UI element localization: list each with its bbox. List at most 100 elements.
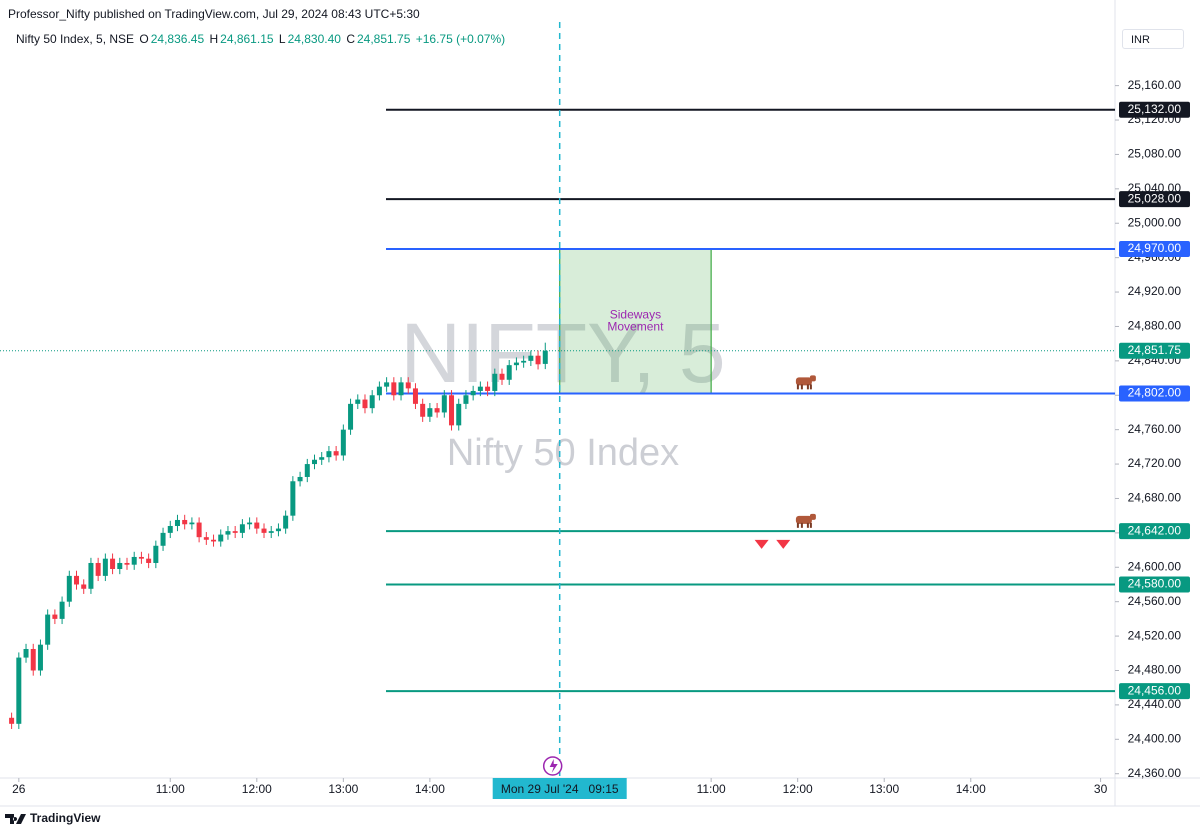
cow-leg (809, 522, 812, 528)
candle-body (131, 556, 137, 565)
x-tick-label: 26 (12, 782, 26, 796)
candle-body (146, 558, 152, 563)
y-tick-label: 24,520.00 (1128, 628, 1182, 642)
level-label: 25,132.00 (1128, 102, 1182, 116)
candle-body (355, 399, 361, 404)
candle-body (319, 457, 325, 460)
candle-body (412, 388, 418, 404)
cow-marker (795, 513, 816, 528)
x-tick-label: 12:00 (242, 782, 272, 796)
candle-body (449, 395, 455, 426)
y-tick-label: 25,000.00 (1128, 215, 1182, 229)
candle-body (492, 373, 498, 391)
candle-body (16, 657, 22, 724)
level-label: 24,802.00 (1128, 386, 1182, 400)
candle-body (52, 614, 58, 619)
candle-body (203, 537, 209, 540)
x-tick-label: 13:00 (869, 782, 899, 796)
candle-body (247, 522, 253, 525)
level-label-bg (1119, 385, 1190, 402)
change: +16.75 (+0.07%) (415, 32, 506, 46)
candle-body (275, 528, 281, 532)
candle-body (110, 558, 116, 569)
level-label: 24,970.00 (1128, 241, 1182, 255)
y-tick-label: 24,680.00 (1128, 491, 1182, 505)
candle-body (333, 451, 339, 456)
candle-body (283, 515, 289, 529)
candle-body (297, 476, 303, 482)
candle-body (95, 562, 101, 576)
symbol: Nifty 50 Index, 5, NSE (16, 32, 135, 46)
candle-body (30, 648, 36, 671)
candle-body (81, 584, 87, 589)
level-label: 24,456.00 (1128, 683, 1182, 697)
candle-body (391, 382, 397, 396)
candle-body (369, 395, 375, 409)
currency-button[interactable]: INR (1122, 29, 1184, 49)
y-tick-label: 24,480.00 (1128, 663, 1182, 677)
brand: TradingView (30, 811, 101, 825)
candle-body (463, 395, 469, 404)
cow-head (809, 375, 816, 382)
x-tick-label: 13:00 (328, 782, 358, 796)
candle-body (348, 403, 354, 430)
candle-body (239, 524, 245, 533)
level-label-bg (1119, 523, 1190, 540)
candle-body (117, 562, 123, 569)
candle-body (254, 522, 260, 529)
candle-body (542, 350, 548, 364)
candle-body (441, 395, 447, 413)
x-tick-label: Mon 29 Jul '24 09:15 (501, 782, 619, 796)
x-tick-label: 14:00 (415, 782, 445, 796)
y-tick-label: 24,760.00 (1128, 422, 1182, 436)
y-tick-label: 25,160.00 (1128, 78, 1182, 92)
candle-body (362, 399, 368, 409)
cow-body (795, 515, 812, 524)
x-tick-label: 14:00 (956, 782, 986, 796)
candle-body (304, 464, 310, 477)
x-tick-label: 30 (1094, 782, 1108, 796)
ohlc-key: L (278, 32, 286, 46)
level-label: 24,642.00 (1128, 523, 1182, 537)
y-tick-label: 24,920.00 (1128, 284, 1182, 298)
watermark: Nifty 50 Index (447, 432, 679, 474)
candle-body (513, 362, 519, 366)
candle-body (138, 556, 144, 559)
candle-body (261, 528, 267, 533)
candle-body (398, 382, 404, 396)
candle-body (9, 717, 15, 724)
event-icon (549, 759, 558, 773)
level-label-bg (1119, 576, 1190, 593)
zone (559, 248, 712, 395)
y-tick-label: 24,880.00 (1128, 319, 1182, 333)
candle-body (232, 531, 238, 533)
candle-body (211, 539, 217, 542)
x-tick-label: 11:00 (156, 782, 185, 796)
ohlc-value: 24,836.45 (150, 32, 205, 46)
ohlc-key: H (209, 32, 219, 46)
candle-body (74, 575, 80, 585)
candle-body (384, 382, 390, 387)
last-price-label: 24,851.75 (1128, 343, 1182, 357)
cow-body (795, 377, 812, 386)
candle-body (470, 390, 476, 396)
cow-marker (795, 375, 816, 390)
ohlc-value: 24,851.75 (356, 32, 411, 46)
y-tick-label: 24,440.00 (1128, 697, 1182, 711)
x-tick-label: 12:00 (783, 782, 813, 796)
candle-body (506, 365, 512, 380)
candle-body (290, 481, 296, 516)
cow-head (809, 513, 816, 520)
cow-leg (809, 384, 812, 390)
candle-body (45, 614, 51, 645)
level-label: 25,028.00 (1128, 191, 1182, 205)
ohlc-key: C (346, 32, 355, 46)
x-cursor-label-bg (492, 778, 627, 799)
candle-body (485, 386, 491, 391)
candle-body (196, 522, 202, 538)
y-tick-label: 24,720.00 (1128, 456, 1182, 470)
y-tick-label: 24,560.00 (1128, 594, 1182, 608)
candle-body (528, 355, 534, 361)
